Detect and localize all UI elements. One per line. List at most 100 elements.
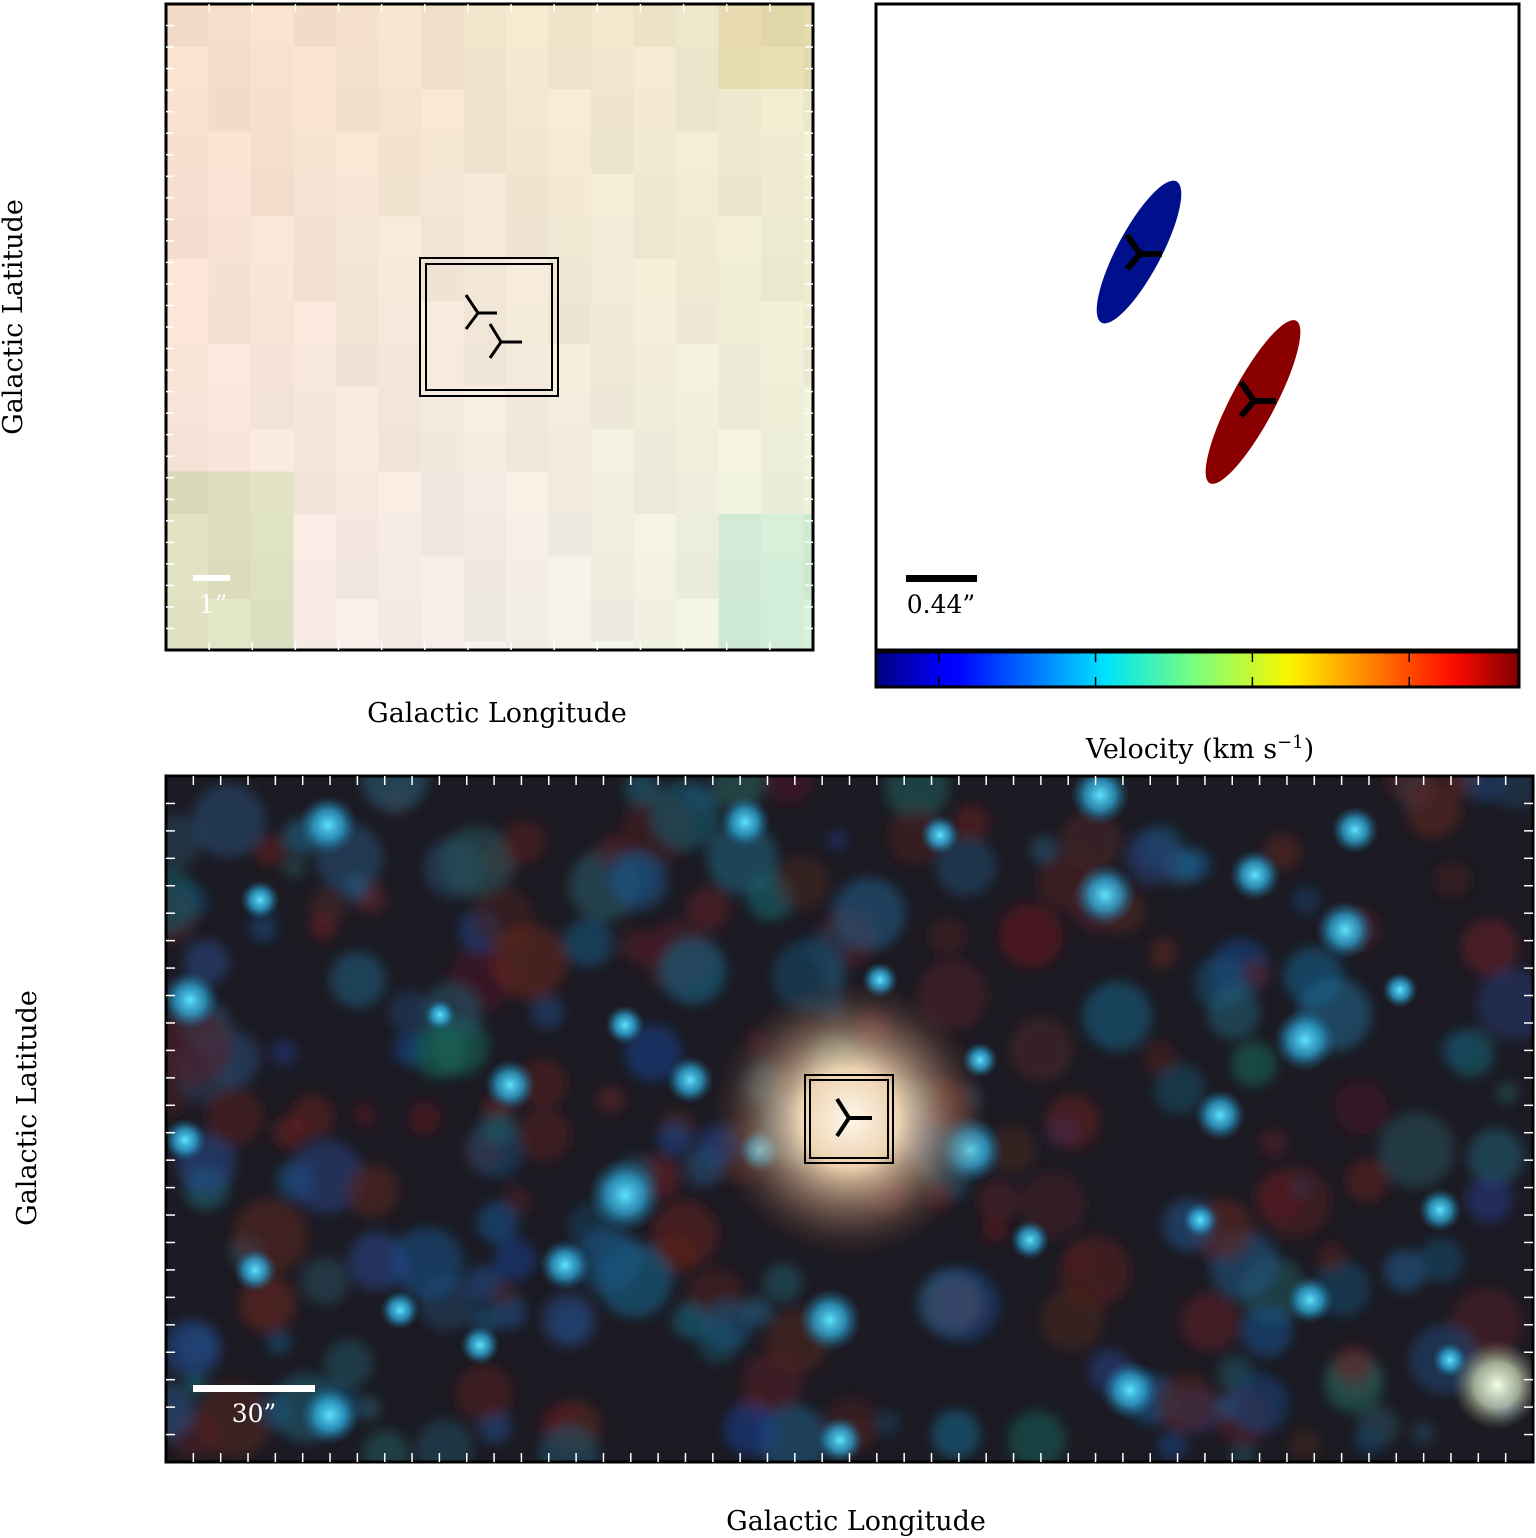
image-pixel: [591, 259, 635, 303]
star: [1382, 972, 1418, 1008]
image-pixel: [421, 4, 465, 48]
image-pixel: [548, 174, 592, 218]
background-blob: [166, 1382, 195, 1440]
image-pixel: [208, 174, 252, 218]
background-blob: [977, 1179, 1020, 1222]
image-pixel: [463, 131, 507, 175]
image-pixel: [718, 301, 762, 345]
image-pixel: [676, 514, 720, 558]
background-blob: [1231, 1041, 1277, 1087]
image-pixel: [336, 641, 380, 650]
image-pixel: [251, 259, 295, 303]
star: [380, 1290, 420, 1330]
image-pixel: [591, 386, 635, 430]
image-pixel: [633, 429, 677, 473]
background-blob: [1229, 1442, 1256, 1462]
image-pixel: [548, 599, 592, 643]
background-blob: [530, 996, 564, 1030]
image-pixel: [421, 174, 465, 218]
image-pixel: [336, 344, 380, 388]
image-pixel: [676, 344, 720, 388]
tri-marker: [488, 323, 522, 359]
image-pixel: [378, 216, 422, 260]
image-pixel: [378, 386, 422, 430]
image-pixel: [251, 344, 295, 388]
background-blob: [953, 805, 989, 841]
image-pixel: [676, 259, 720, 303]
image-pixel: [676, 471, 720, 515]
bottom-target-box-inner: [809, 1079, 889, 1159]
background-blob: [1410, 1420, 1436, 1446]
image-pixel: [336, 471, 380, 515]
background-blob: [981, 1215, 1008, 1243]
image-pixel: [378, 4, 422, 48]
background-blob: [1496, 1082, 1518, 1104]
background-blob: [1383, 1249, 1427, 1292]
image-pixel: [803, 216, 813, 260]
panel-bottom: 30” Galactic Longitude Galactic Latitude: [12, 774, 1535, 1537]
image-pixel: [633, 131, 677, 175]
image-pixel: [378, 514, 422, 558]
image-pixel: [803, 429, 813, 473]
image-pixel: [591, 216, 635, 260]
background-blob: [346, 1164, 400, 1218]
background-blob: [166, 1319, 222, 1378]
background-blob: [490, 1280, 517, 1307]
image-pixel: [761, 46, 805, 90]
image-pixel: [251, 641, 295, 650]
image-pixel: [506, 386, 550, 430]
background-blob: [651, 1200, 719, 1268]
image-pixel: [718, 344, 762, 388]
image-pixel: [463, 89, 507, 133]
image-pixel: [336, 514, 380, 558]
star: [719, 796, 771, 848]
background-blob: [441, 825, 514, 898]
image-pixel: [293, 216, 337, 260]
image-pixel: [548, 429, 592, 473]
star: [484, 1059, 536, 1111]
star: [298, 795, 358, 855]
image-pixel: [463, 46, 507, 90]
image-pixel: [336, 46, 380, 90]
bottom-x-axis-title: Galactic Longitude: [726, 1506, 986, 1537]
background-blob: [657, 1121, 693, 1157]
image-pixel: [761, 471, 805, 515]
image-pixel: [633, 174, 677, 218]
background-blob: [347, 1231, 407, 1291]
background-blob: [1228, 1373, 1289, 1434]
star: [1273, 1008, 1337, 1072]
image-pixel: [166, 301, 210, 345]
image-pixel: [251, 89, 295, 133]
star: [539, 1239, 591, 1291]
image-pixel: [506, 259, 550, 303]
image-pixel: [251, 131, 295, 175]
background-blob: [166, 868, 200, 934]
image-pixel: [378, 131, 422, 175]
image-pixel: [463, 429, 507, 473]
image-pixel: [548, 4, 592, 48]
background-blob: [936, 836, 997, 897]
image-pixel: [676, 301, 720, 345]
image-pixel: [378, 89, 422, 133]
image-pixel: [548, 46, 592, 90]
star: [424, 999, 456, 1031]
image-pixel: [506, 301, 550, 345]
image-pixel: [803, 386, 813, 430]
image-pixel: [761, 429, 805, 473]
star: [798, 1288, 862, 1352]
image-pixel: [293, 599, 337, 643]
image-pixel: [208, 131, 252, 175]
image-pixel: [293, 89, 337, 133]
image-pixel: [548, 301, 592, 345]
bottom-scale-bar: [193, 1385, 315, 1392]
image-pixel: [463, 641, 507, 650]
image-pixel: [463, 599, 507, 643]
image-pixel: [548, 556, 592, 600]
image-pixel: [336, 301, 380, 345]
background-blob: [1289, 1429, 1320, 1460]
top-right-scale-bar: [906, 575, 977, 582]
image-pixel: [166, 471, 210, 515]
background-blob: [1157, 1430, 1188, 1462]
image-pixel: [548, 514, 592, 558]
tri-marker: [1238, 380, 1276, 418]
